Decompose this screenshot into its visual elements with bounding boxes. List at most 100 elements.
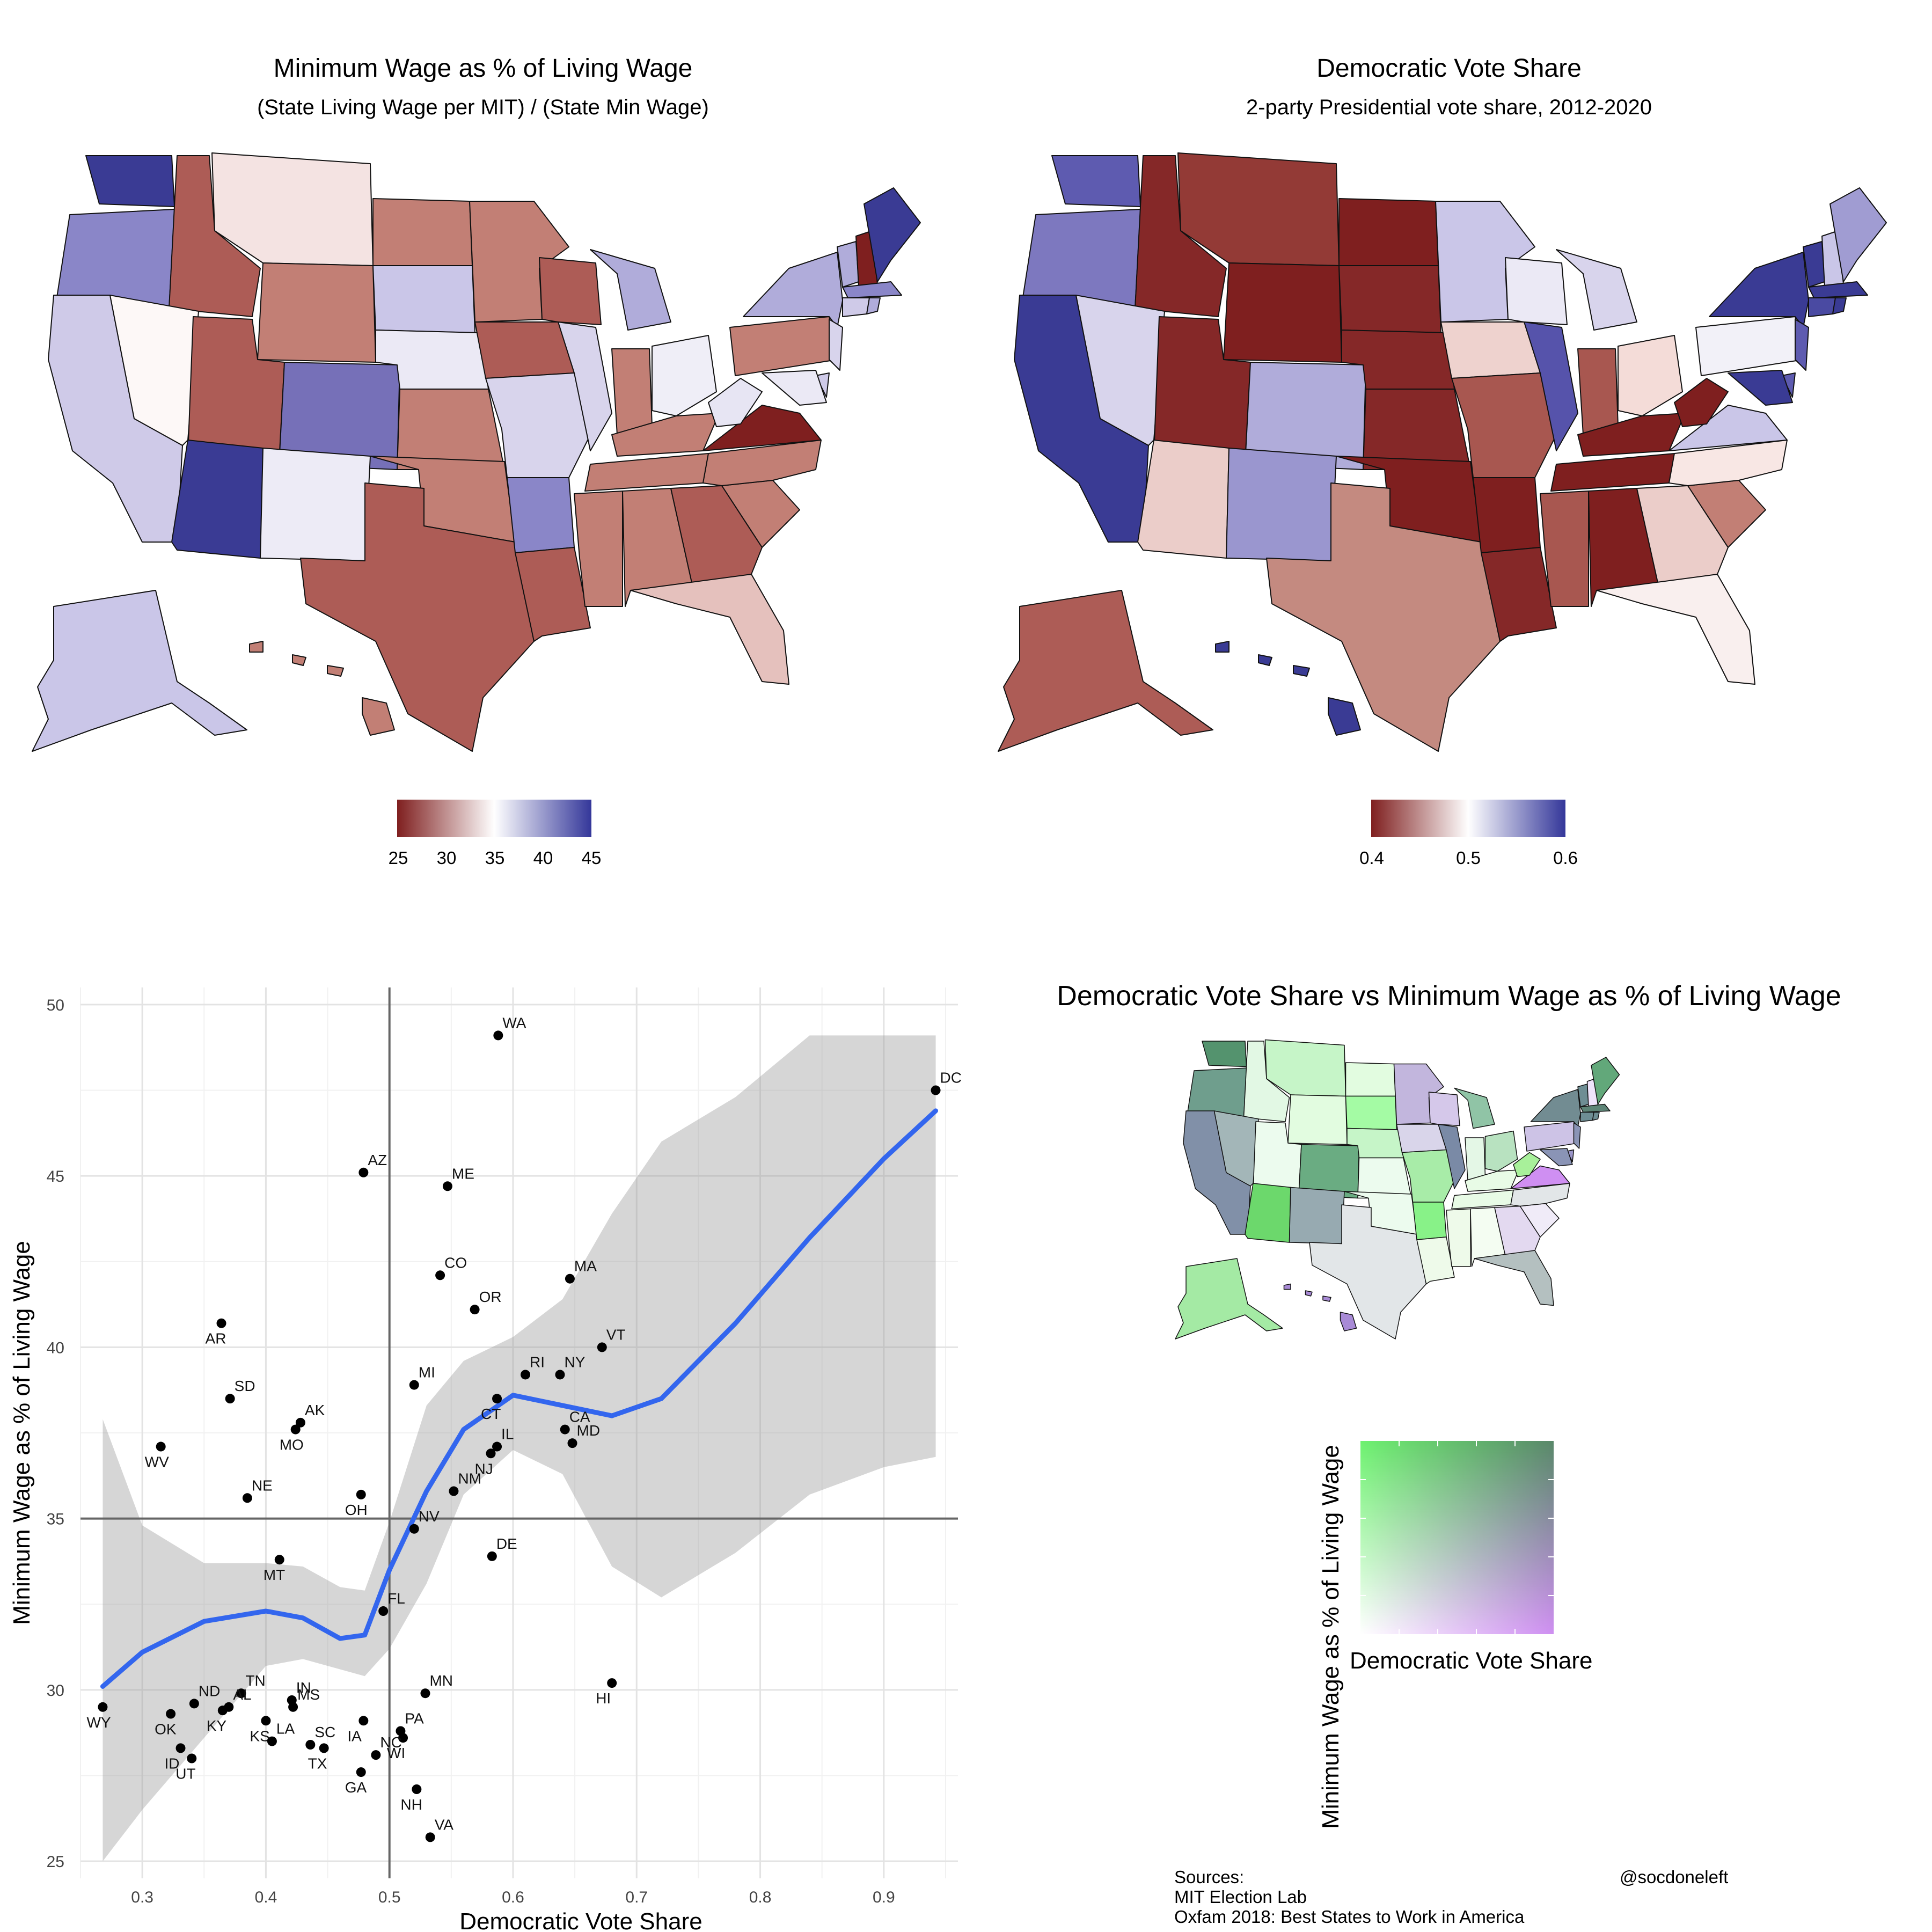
- state-la: [515, 547, 591, 642]
- legend-gradient-vertical: [1360, 1441, 1554, 1634]
- state-nd: [1345, 1062, 1396, 1097]
- data-point: [98, 1702, 108, 1712]
- state-wa: [1202, 1041, 1247, 1067]
- state-wi: [1505, 257, 1568, 325]
- data-point: [217, 1706, 228, 1716]
- state-tx: [1309, 1204, 1427, 1340]
- point-label: GA: [345, 1779, 367, 1796]
- point-label: IA: [347, 1728, 362, 1744]
- state-ct: [1808, 297, 1836, 317]
- state-me: [863, 187, 921, 282]
- data-point: [236, 1688, 246, 1699]
- point-label: NV: [419, 1508, 440, 1525]
- data-point: [261, 1716, 271, 1726]
- state-ms: [1540, 491, 1589, 607]
- data-point: [565, 1274, 575, 1284]
- state-ga: [1494, 1205, 1541, 1256]
- state-nj: [1573, 1122, 1581, 1149]
- state-oh: [652, 335, 717, 416]
- state-ri: [1592, 1111, 1600, 1121]
- y-tick-label: 25: [47, 1853, 64, 1871]
- x-tick-label: 0.4: [255, 1889, 277, 1906]
- map-subtitle: (State Living Wage per MIT) / (State Min…: [257, 96, 709, 119]
- state-ak: [998, 590, 1213, 752]
- point-label: WV: [145, 1454, 169, 1470]
- state-wv: [1674, 378, 1729, 427]
- state-nm: [1289, 1187, 1345, 1245]
- point-label: OR: [479, 1289, 502, 1305]
- state-ny: [743, 252, 843, 328]
- data-point: [492, 1394, 502, 1404]
- state-tn: [584, 453, 709, 492]
- state-ky: [1465, 1169, 1519, 1192]
- y-tick-label: 50: [47, 997, 64, 1014]
- state-wy: [257, 262, 376, 363]
- x-tick-label: 0.8: [749, 1889, 772, 1906]
- state-in: [1577, 348, 1619, 435]
- data-point: [412, 1784, 422, 1794]
- data-point: [288, 1702, 298, 1712]
- point-label: NC: [380, 1734, 401, 1751]
- data-point: [521, 1370, 531, 1380]
- point-label: AK: [305, 1402, 325, 1418]
- legend-tick: 30: [436, 848, 457, 868]
- data-point: [242, 1493, 252, 1503]
- state-ar: [1473, 477, 1541, 553]
- source-oxfam: Oxfam 2018: Best States to Work in Ameri…: [1174, 1907, 1525, 1927]
- data-point: [187, 1753, 197, 1763]
- state-wv: [708, 378, 763, 427]
- state-mi: [590, 249, 671, 331]
- state-nm: [260, 448, 371, 561]
- author-handle: @socdoneleft: [1620, 1867, 1729, 1887]
- state-wi: [539, 257, 602, 325]
- legend-tick: 0.6: [1553, 848, 1578, 868]
- state-ak: [32, 590, 247, 752]
- state-ia: [1440, 321, 1541, 379]
- point-label: NY: [564, 1353, 585, 1370]
- data-point: [398, 1733, 408, 1743]
- point-label: CO: [444, 1254, 467, 1271]
- point-label: VT: [606, 1326, 626, 1343]
- state-nv: [109, 295, 199, 446]
- point-label: AZ: [368, 1152, 387, 1168]
- us-map-vote-share: [998, 152, 1887, 752]
- data-point: [189, 1699, 199, 1709]
- state-ga: [1636, 485, 1729, 586]
- y-axis-label: Minimum Wage as % of Living Wage: [9, 1241, 35, 1625]
- point-label: FL: [387, 1590, 405, 1607]
- data-point: [225, 1394, 235, 1404]
- y-tick-label: 35: [47, 1511, 64, 1528]
- data-point: [567, 1438, 577, 1448]
- data-point: [216, 1318, 226, 1328]
- state-oh: [1484, 1130, 1518, 1172]
- source-mit: MIT Election Lab: [1174, 1887, 1307, 1907]
- point-label: LA: [276, 1721, 295, 1737]
- color-legend-min-wage: [397, 800, 591, 837]
- data-point: [356, 1767, 366, 1777]
- state-sd: [1345, 1095, 1397, 1130]
- point-label: VA: [435, 1816, 454, 1833]
- point-label: KS: [250, 1728, 269, 1744]
- state-il: [558, 321, 612, 451]
- state-me: [1829, 187, 1887, 282]
- y-tick-label: 45: [47, 1168, 64, 1185]
- state-mi: [1556, 249, 1637, 331]
- state-wy: [1223, 262, 1342, 363]
- data-point: [420, 1688, 430, 1699]
- state-az: [1245, 1183, 1291, 1243]
- smooth-trend-line: [100, 1108, 939, 1689]
- state-md: [762, 370, 827, 406]
- data-point: [166, 1709, 176, 1719]
- state-fl: [630, 574, 789, 685]
- us-map-bivariate: [1175, 1039, 1620, 1340]
- point-label: DC: [940, 1070, 962, 1086]
- point-label: CT: [481, 1406, 501, 1422]
- data-point: [449, 1486, 459, 1496]
- point-label: HI: [596, 1690, 611, 1707]
- point-label: TN: [245, 1672, 265, 1689]
- state-wv: [1513, 1152, 1541, 1177]
- data-point: [493, 1030, 503, 1041]
- bivariate-legend-ylabel: Minimum Wage as % of Living Wage: [1318, 1445, 1344, 1829]
- data-point: [560, 1424, 570, 1435]
- data-point: [319, 1743, 329, 1753]
